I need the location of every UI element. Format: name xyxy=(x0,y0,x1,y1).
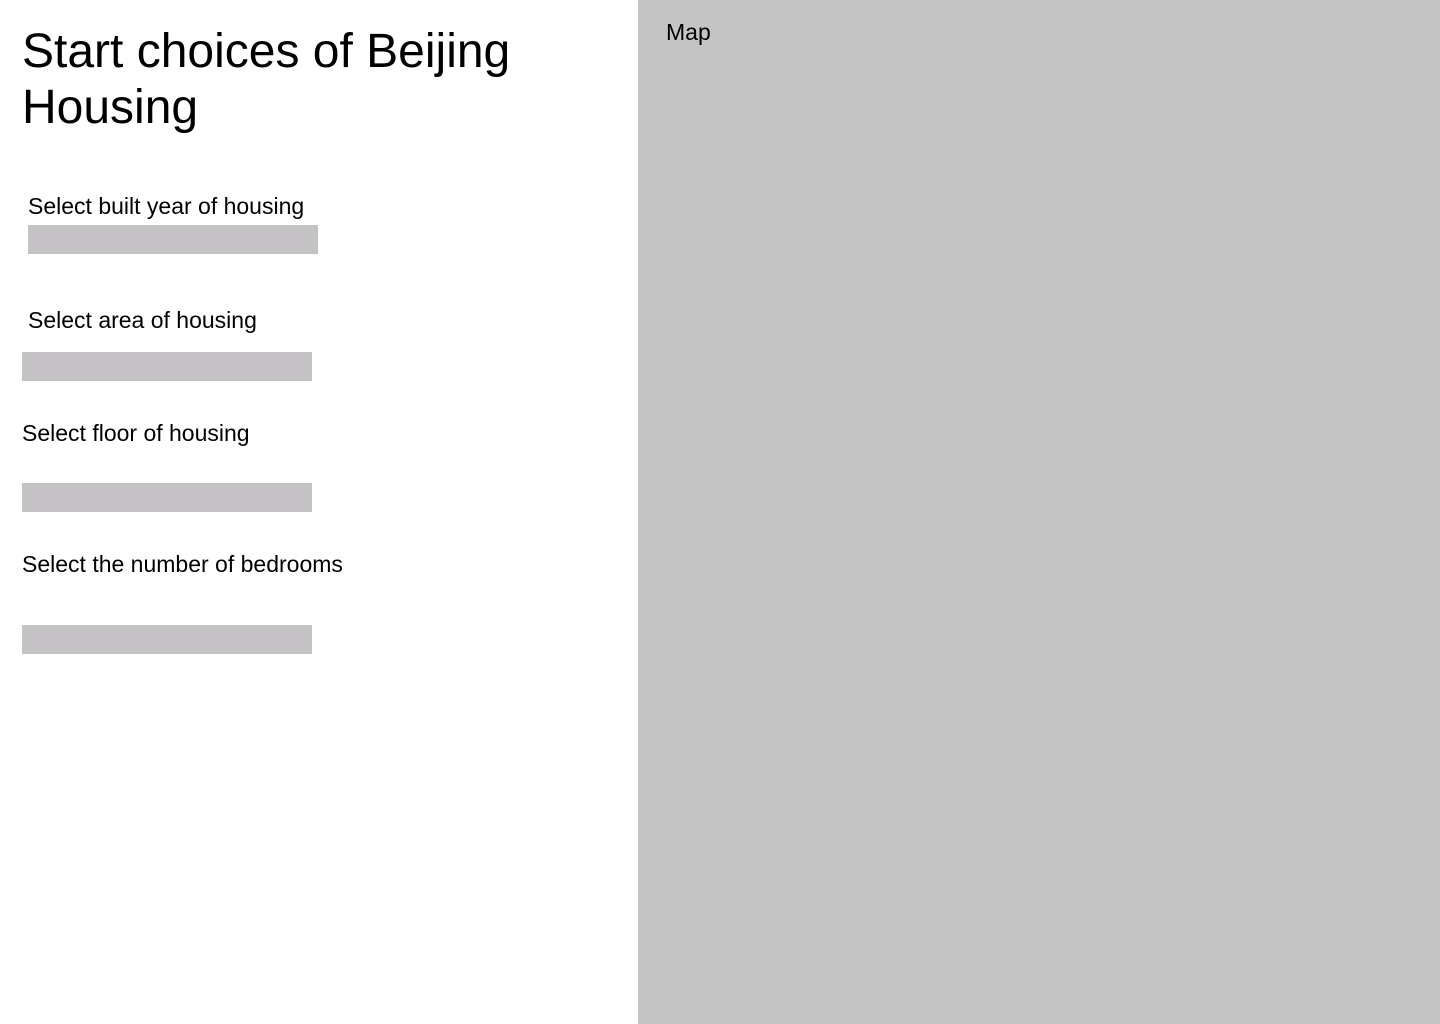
floor-label: Select floor of housing xyxy=(22,420,250,446)
area-select[interactable] xyxy=(22,352,312,381)
built-year-label: Select built year of housing xyxy=(28,193,305,219)
filter-panel: Start choices of Beijing Housing Select … xyxy=(0,0,638,1024)
map-panel[interactable]: Map xyxy=(638,0,1440,1024)
map-label: Map xyxy=(666,19,711,45)
page-title: Start choices of Beijing Housing xyxy=(22,25,511,134)
bedrooms-label: Select the number of bedrooms xyxy=(22,551,343,577)
built-year-select[interactable] xyxy=(28,225,318,254)
floor-select[interactable] xyxy=(22,483,312,512)
area-label: Select area of housing xyxy=(28,307,257,333)
bedrooms-select[interactable] xyxy=(22,625,312,654)
